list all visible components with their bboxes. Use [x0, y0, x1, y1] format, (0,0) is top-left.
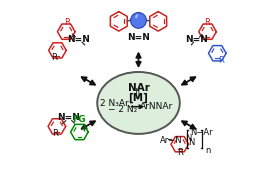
Text: R: R: [52, 129, 58, 138]
Text: ArNNAr: ArNNAr: [140, 102, 173, 111]
Text: N−Ar: N−Ar: [190, 129, 213, 137]
Text: N: N: [188, 138, 194, 147]
Text: NAr: NAr: [128, 83, 149, 93]
Text: 2 N₃Ar: 2 N₃Ar: [100, 99, 129, 108]
Text: ||: ||: [135, 88, 142, 98]
Text: N=N: N=N: [127, 33, 150, 42]
Text: Ar−N: Ar−N: [160, 136, 183, 145]
Text: R: R: [64, 18, 70, 27]
Text: R: R: [218, 56, 224, 65]
Text: R: R: [177, 148, 183, 157]
Text: [M]: [M]: [129, 93, 148, 103]
Text: N: N: [186, 133, 192, 143]
Circle shape: [131, 12, 146, 28]
Text: n: n: [205, 146, 211, 155]
Text: R: R: [51, 53, 57, 62]
Text: N=N: N=N: [68, 35, 91, 44]
Text: N=N: N=N: [185, 35, 208, 44]
Text: FG: FG: [72, 115, 85, 124]
Text: R: R: [205, 18, 211, 27]
Text: N=N: N=N: [57, 113, 80, 122]
Text: − 2 N₂: − 2 N₂: [108, 105, 137, 114]
Ellipse shape: [97, 72, 180, 134]
